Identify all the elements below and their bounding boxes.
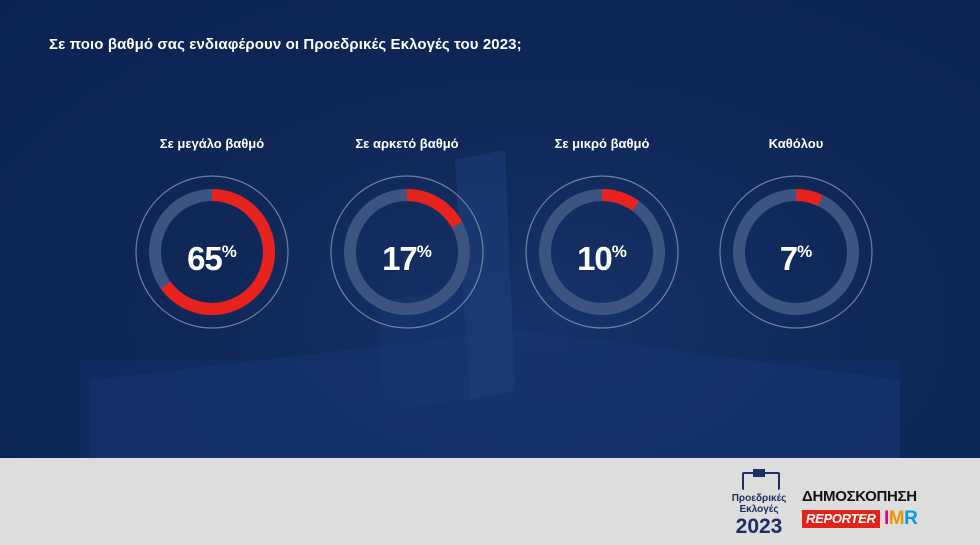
- donut-ring: [135, 175, 289, 329]
- donut-label: Σε μικρό βαθμό: [554, 136, 650, 151]
- donut-arc: [733, 189, 859, 315]
- logo-line-2: Εκλογές: [739, 504, 779, 515]
- ballot-slot-icon: [753, 469, 765, 477]
- donut-not-at-all: Καθόλου 7%: [718, 130, 874, 329]
- logo-line-1: Προεδρικές: [731, 493, 787, 504]
- donut-arc: [149, 189, 275, 315]
- ballot-box-background: [80, 150, 900, 458]
- value-unit: %: [221, 242, 237, 261]
- footer-bar: Προεδρικές Εκλογές 2023 ΔΗΜΟΣΚΟΠΗΣΗ REPO…: [0, 458, 980, 545]
- donut-ring: [719, 175, 873, 329]
- value-number: 65: [187, 240, 223, 277]
- value-unit: %: [611, 242, 627, 261]
- donut-value: 10%: [524, 233, 680, 278]
- donut-label: Καθόλου: [768, 136, 824, 151]
- survey-word: ΔΗΜΟΣΚΟΠΗΣΗ: [802, 488, 917, 505]
- value-number: 10: [577, 240, 613, 277]
- donut-arc: [539, 189, 665, 315]
- chart-title: Σε ποιο βαθμό σας ενδιαφέρουν οι Προεδρι…: [49, 36, 522, 53]
- donut-arc: [344, 189, 470, 315]
- donut-value: 65%: [134, 233, 290, 278]
- value-unit: %: [416, 242, 432, 261]
- reporter-logo: REPORTER: [802, 510, 880, 528]
- donut-label: Σε αρκετό βαθμό: [355, 136, 459, 151]
- donut-small-extent: Σε μικρό βαθμό 10%: [524, 130, 680, 329]
- chart-panel: Σε ποιο βαθμό σας ενδιαφέρουν οι Προεδρι…: [0, 0, 980, 458]
- imr-logo: IMR: [884, 508, 918, 529]
- donut-great-extent: Σε μεγάλο βαθμό 65%: [134, 130, 290, 329]
- donut-ring: [330, 175, 484, 329]
- value-number: 17: [382, 240, 418, 277]
- value-number: 7: [779, 240, 798, 277]
- election-2023-logo: Προεδρικές Εκλογές 2023: [726, 466, 792, 540]
- logo-year: 2023: [735, 515, 783, 538]
- donut-label: Σε μεγάλο βαθμό: [159, 136, 265, 151]
- donut-value: 17%: [329, 233, 485, 278]
- donut-value: 7%: [718, 233, 874, 278]
- donut-ring: [525, 175, 679, 329]
- value-unit: %: [797, 242, 813, 261]
- survey-logo: ΔΗΜΟΣΚΟΠΗΣΗ REPORTER IMR: [802, 488, 942, 532]
- donut-fair-extent: Σε αρκετό βαθμό 17%: [329, 130, 485, 329]
